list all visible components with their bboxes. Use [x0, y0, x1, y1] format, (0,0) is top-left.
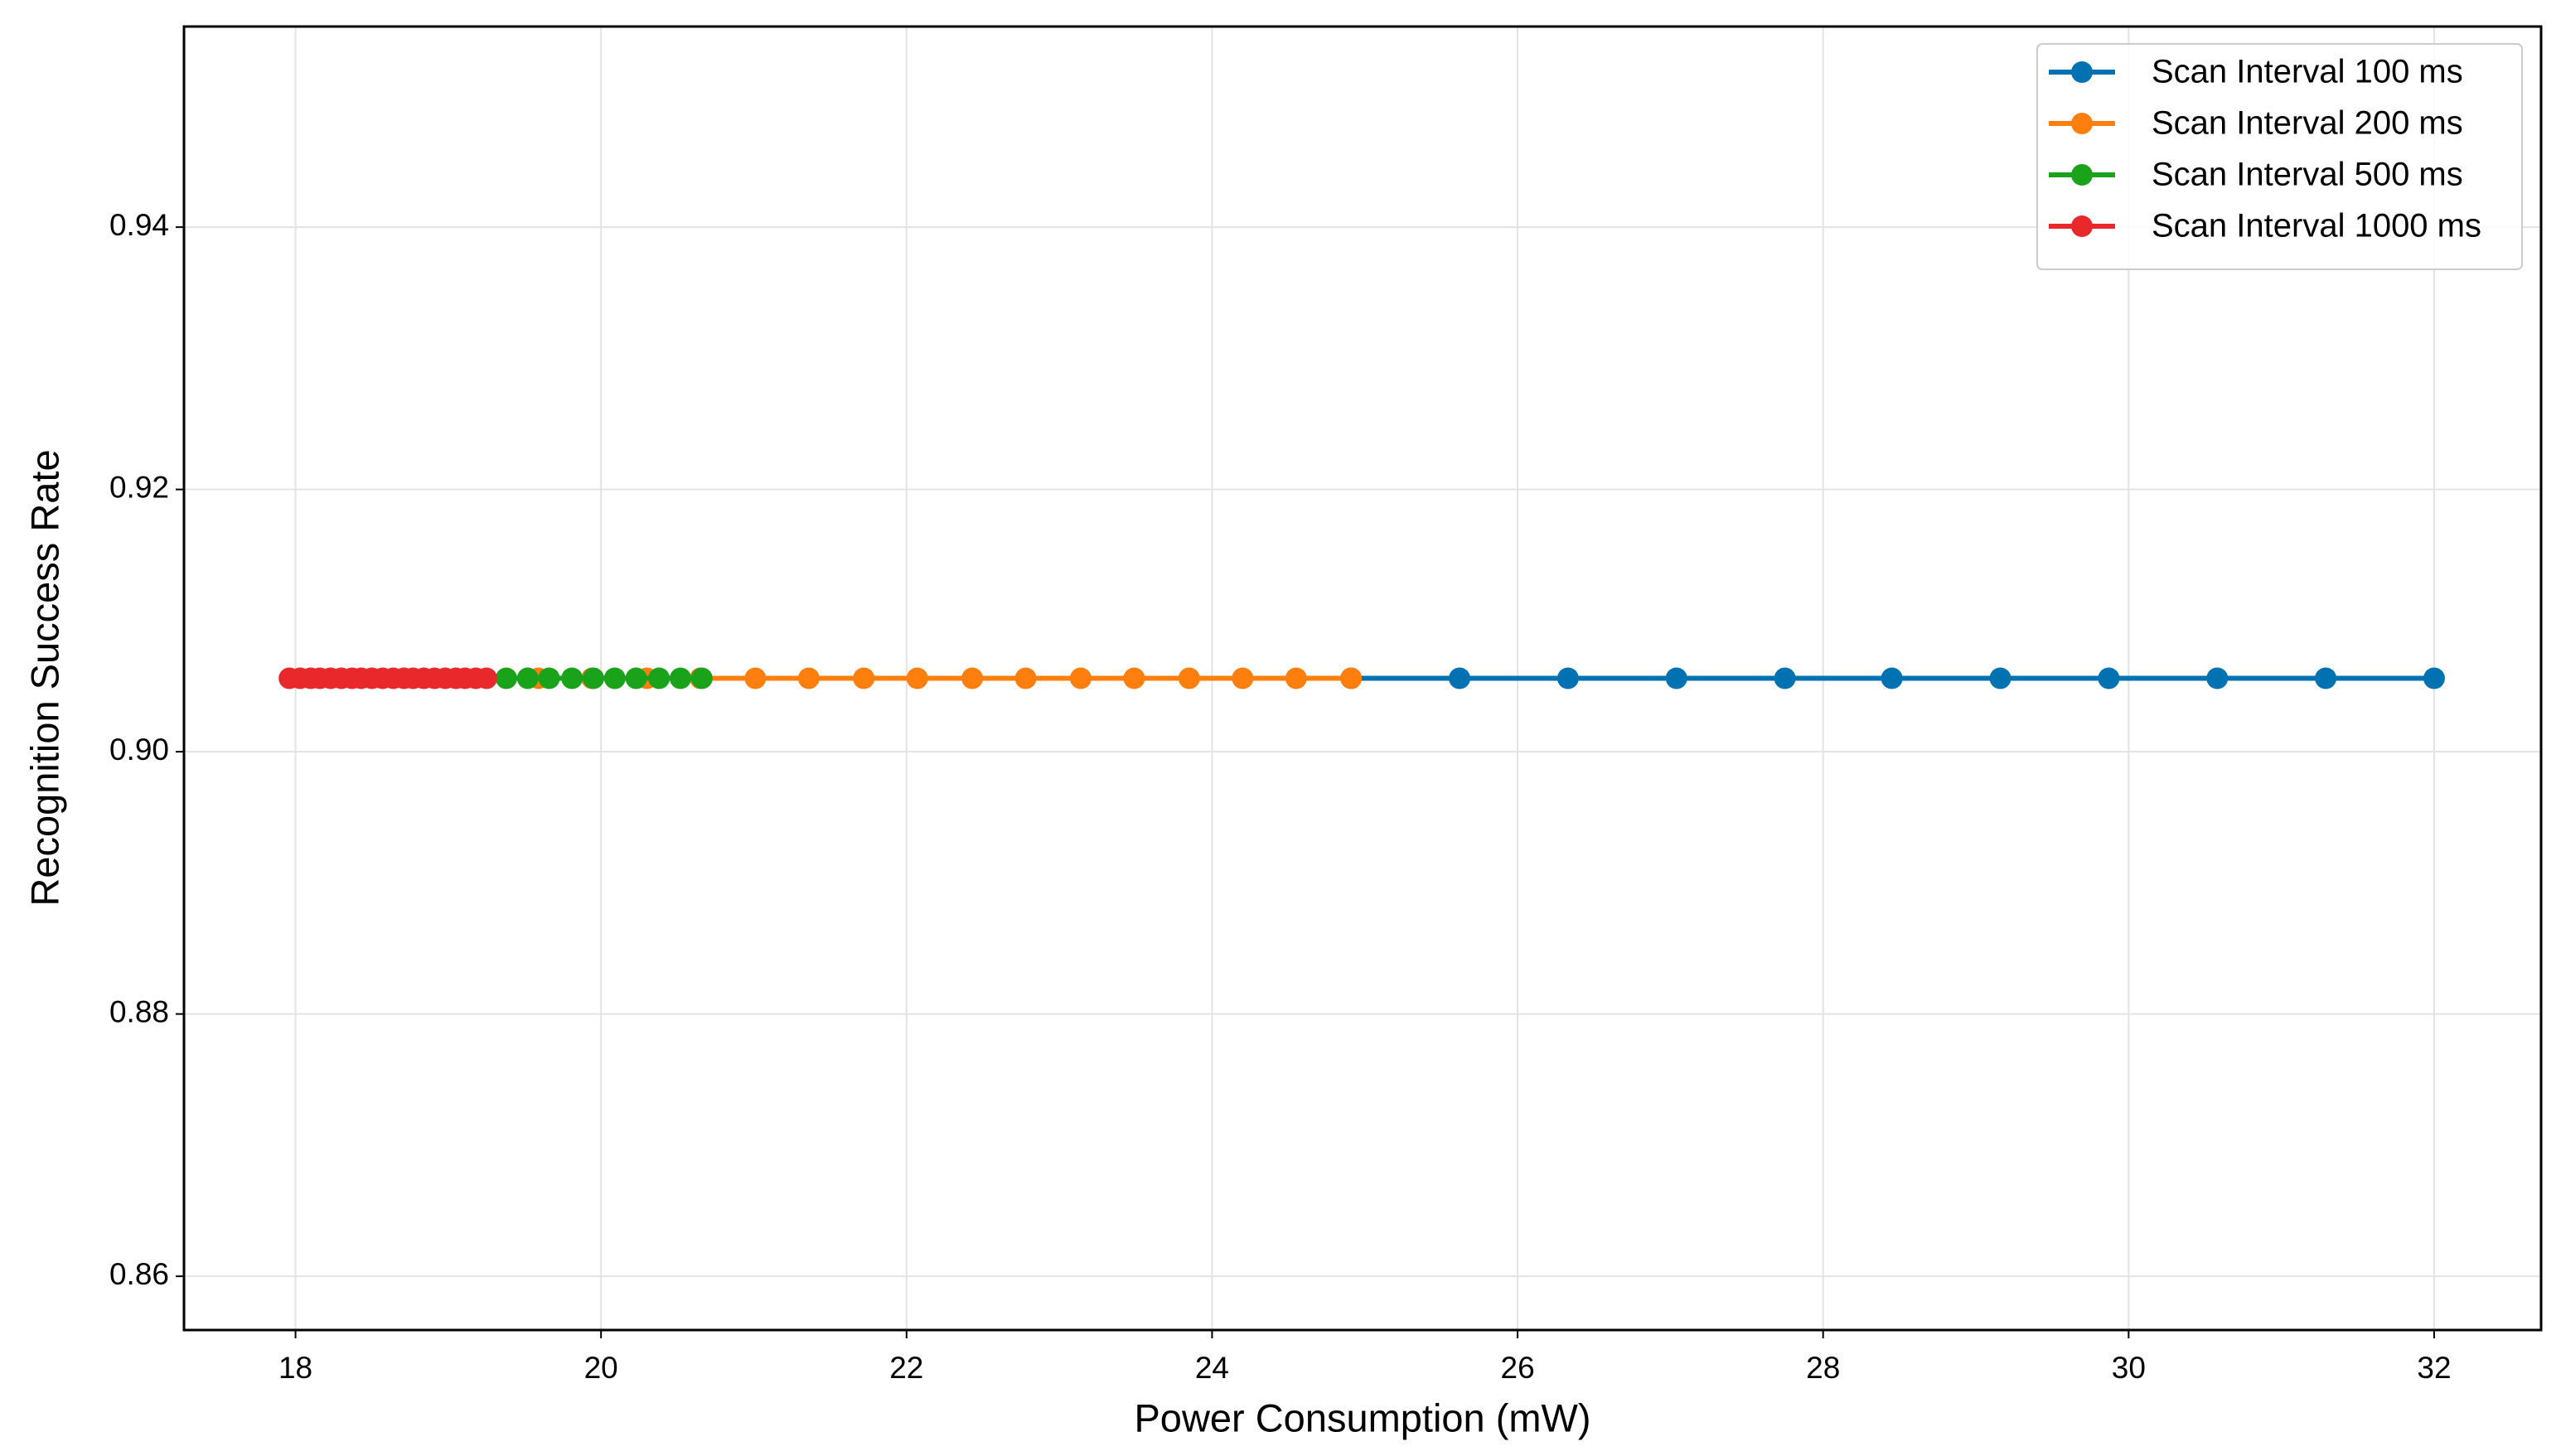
legend-marker: [2071, 113, 2093, 134]
data-point: [1123, 667, 1145, 689]
x-tick-label: 32: [2417, 1351, 2451, 1385]
data-point: [2423, 667, 2445, 689]
legend-text: Scan Interval 100 ms: [2152, 54, 2463, 90]
data-point: [1014, 667, 1037, 689]
data-point: [1069, 667, 1092, 689]
x-tick-label: 28: [1806, 1351, 1840, 1385]
data-point: [2315, 667, 2337, 689]
x-tick-label: 26: [1501, 1351, 1535, 1385]
y-tick-label: 0.90: [109, 733, 169, 767]
legend-text: Scan Interval 200 ms: [2152, 105, 2463, 142]
legend-text: Scan Interval 1000 ms: [2152, 208, 2481, 244]
data-point: [906, 667, 928, 689]
legend: Scan Interval 100 ms Scan Interval 200 ms…: [2036, 43, 2523, 270]
data-point: [648, 667, 670, 689]
data-point: [961, 667, 984, 689]
data-point: [582, 667, 604, 689]
legend-marker: [2071, 61, 2093, 83]
data-point: [2206, 667, 2229, 689]
data-point: [516, 667, 539, 689]
legend-marker: [2071, 215, 2093, 237]
x-tick-label: 20: [584, 1351, 618, 1385]
data-point: [1232, 667, 1254, 689]
data-point: [561, 667, 583, 689]
data-point: [797, 667, 820, 689]
x-tick-label: 30: [2112, 1351, 2146, 1385]
legend-marker: [2071, 164, 2093, 186]
data-point: [1774, 667, 1796, 689]
plot-frame: [182, 25, 2543, 1332]
data-point: [744, 667, 767, 689]
data-point: [853, 667, 875, 689]
data-point: [670, 667, 692, 689]
x-tick-label: 18: [278, 1351, 312, 1385]
data-point: [690, 667, 713, 689]
y-tick-label: 0.94: [109, 208, 169, 242]
data-point: [538, 667, 560, 689]
legend-box: [2036, 43, 2523, 270]
data-point: [475, 667, 497, 689]
legend-text: Scan Interval 500 ms: [2152, 157, 2463, 193]
data-point: [1449, 667, 1471, 689]
data-point: [495, 667, 517, 689]
data-point: [603, 667, 626, 689]
y-tick-label: 0.86: [109, 1257, 169, 1291]
data-point: [1556, 667, 1579, 689]
y-tick-label: 0.88: [109, 994, 169, 1028]
data-point: [1665, 667, 1687, 689]
y-axis-label: Recognition Success Rate: [22, 449, 66, 906]
x-tick-label: 24: [1195, 1351, 1229, 1385]
data-point: [1340, 667, 1363, 689]
data-point: [1989, 667, 2011, 689]
data-point: [2098, 667, 2120, 689]
x-tick-label: 22: [889, 1351, 923, 1385]
data-point: [1881, 667, 1903, 689]
x-axis-label: Power Consumption (mW): [1134, 1396, 1590, 1439]
data-point: [625, 667, 647, 689]
data-point: [1285, 667, 1307, 689]
y-tick-label: 0.92: [109, 470, 169, 504]
data-point: [1178, 667, 1200, 689]
